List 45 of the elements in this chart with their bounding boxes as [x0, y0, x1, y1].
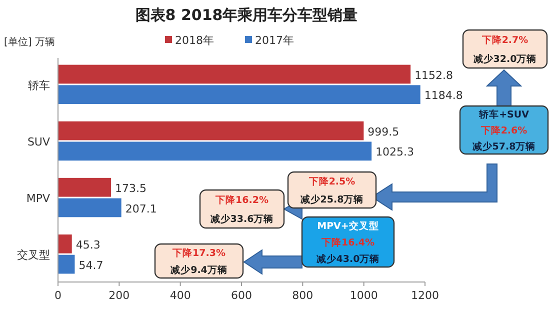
data-label: 54.7	[78, 258, 104, 272]
bar	[58, 178, 112, 197]
data-label: 999.5	[368, 125, 400, 138]
bar	[58, 234, 72, 254]
chart-title: 图表8 2018年乘用车分车型销量	[135, 6, 358, 24]
bar	[58, 85, 420, 104]
data-label: 1152.8	[414, 68, 454, 82]
annotation: 下降16.2%	[214, 194, 269, 206]
text: 减少32.0万辆	[473, 53, 537, 65]
y-tick-label: SUV	[27, 136, 50, 149]
annotation: 减少25.8万辆	[300, 194, 364, 206]
bar	[58, 254, 75, 274]
bar	[58, 142, 372, 161]
x-tick-label: 800	[292, 289, 314, 302]
annotation: MPV+交叉型	[317, 220, 379, 232]
data-label: 207.1	[125, 202, 157, 216]
bar	[58, 121, 364, 140]
data-label: 1025.3	[376, 146, 414, 159]
legend-label: 2018年	[175, 34, 214, 47]
y-tick-label: 轿车	[28, 79, 50, 92]
x-tick-label: 200	[108, 289, 130, 302]
annotation: 下降17.3%	[172, 247, 226, 259]
text: 下降2.6%	[480, 124, 528, 136]
data-label: 45.3	[76, 238, 100, 252]
bar	[58, 198, 122, 218]
annotation: 减少43.0万辆	[316, 253, 380, 266]
annotation: 下降16.4%	[320, 236, 375, 248]
x-tick-label: 400	[170, 289, 191, 302]
legend-label: 2017年	[255, 34, 294, 47]
annotation: 下降2.5%	[308, 176, 356, 188]
data-label: 1184.8	[424, 89, 463, 102]
annotation: 减少33.6万辆	[210, 213, 274, 225]
text: 减少57.8万辆	[472, 140, 536, 152]
x-tick-label: 0	[54, 289, 62, 302]
y-tick-label: 交叉型	[17, 248, 50, 262]
bar	[58, 64, 411, 84]
y-tick-label: MPV	[26, 192, 50, 206]
text: 下降2.7%	[480, 34, 529, 46]
x-tick-label: 1200	[411, 289, 439, 302]
text: 轿车+SUV	[478, 108, 530, 120]
x-tick-label: 600	[231, 289, 252, 302]
annotation: 减少9.4万辆	[170, 264, 228, 276]
x-tick-label: 1000	[350, 289, 378, 302]
y-axis-title: [单位] 万辆	[4, 36, 55, 48]
data-label: 173.5	[115, 182, 147, 195]
